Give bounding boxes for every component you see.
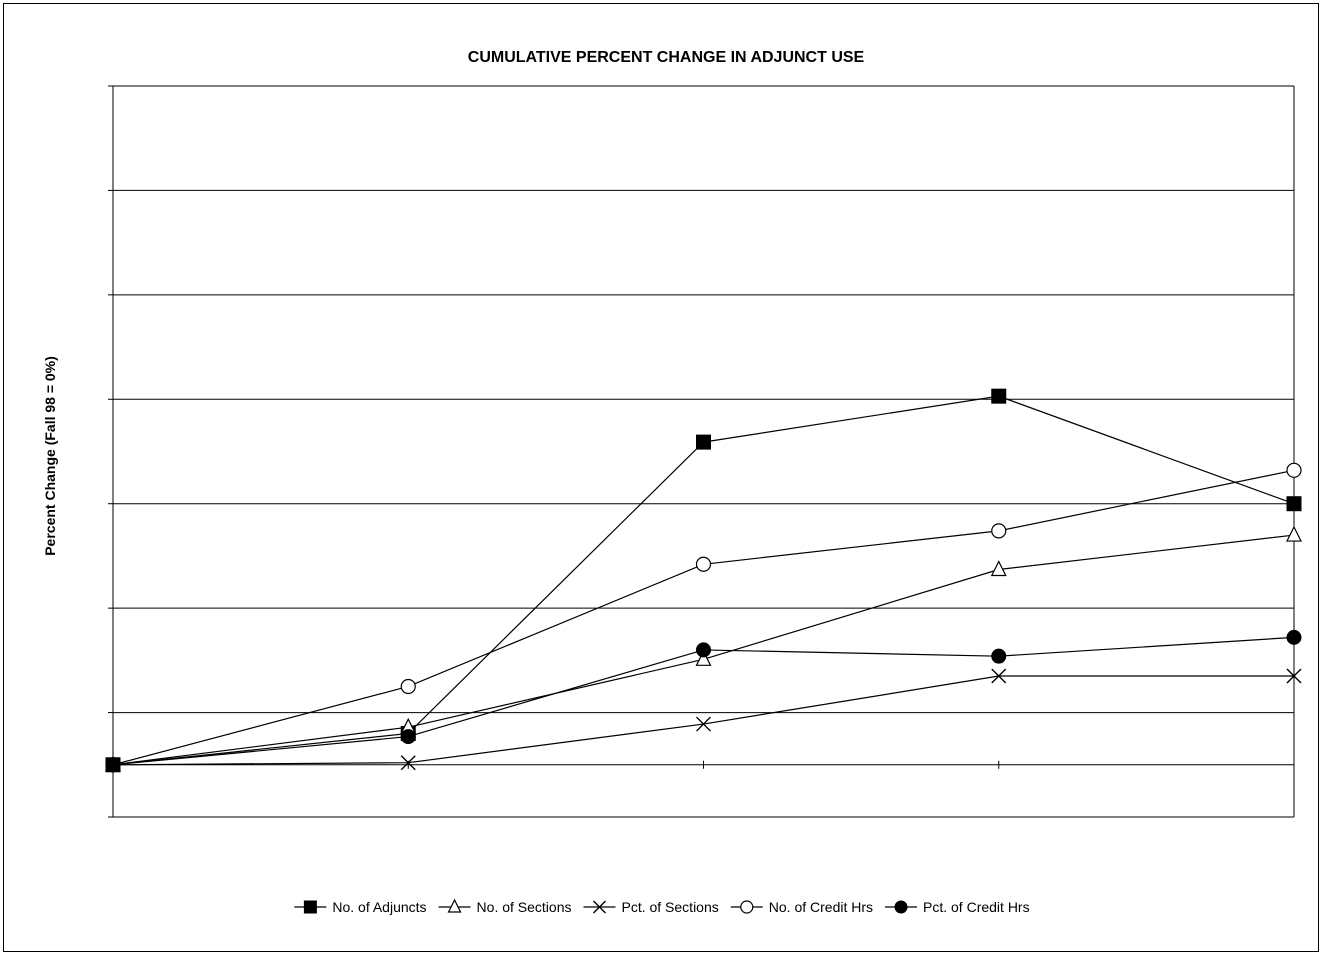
legend-marker-2 xyxy=(592,900,606,914)
y-axis-label: Percent Change (Fall 98 = 0%) xyxy=(42,356,58,556)
series-2-point-1 xyxy=(400,755,416,771)
series-4-point-1 xyxy=(400,729,416,745)
series-1 xyxy=(105,525,1302,772)
legend-marker-4 xyxy=(894,900,908,914)
line-chart: CUMULATIVE PERCENT CHANGE IN ADJUNCT USE… xyxy=(42,49,1302,915)
series-1-point-4 xyxy=(1286,525,1302,542)
series-3-point-1 xyxy=(400,678,416,695)
series-0 xyxy=(105,388,1302,773)
series-3-line xyxy=(112,469,1295,766)
legend-item-1 xyxy=(438,898,471,913)
legend-label-1: No. of Sections xyxy=(477,899,572,915)
series-4-point-3 xyxy=(991,648,1007,664)
series-1-point-3 xyxy=(990,560,1007,577)
legend-marker-1 xyxy=(447,898,462,913)
y-axis-ticks xyxy=(108,85,113,818)
series-2-line xyxy=(112,675,1294,766)
legend-marker-2-stroke-b xyxy=(592,900,606,914)
legend-item-0 xyxy=(294,900,327,914)
series-2-point-4-stroke-b xyxy=(1286,668,1302,684)
series-2 xyxy=(105,668,1302,773)
series-0-line xyxy=(112,395,1295,766)
legend-label-2: Pct. of Sections xyxy=(621,899,718,915)
series-1-point-2 xyxy=(695,649,712,666)
series-4 xyxy=(105,629,1302,773)
series-group xyxy=(105,388,1302,773)
series-0-point-3 xyxy=(991,388,1007,404)
series-2-point-2-stroke-b xyxy=(696,716,711,732)
legend-marker-0 xyxy=(303,900,317,914)
legend-label-4: Pct. of Credit Hrs xyxy=(923,899,1030,915)
legend-item-2 xyxy=(583,900,616,914)
series-3-point-4 xyxy=(1286,462,1302,478)
series-2-point-1-stroke-b xyxy=(400,755,416,771)
chart-frame: CUMULATIVE PERCENT CHANGE IN ADJUNCT USE… xyxy=(3,3,1319,952)
legend: No. of Adjuncts No. of Sections Pct. of Se… xyxy=(294,898,1030,915)
grid xyxy=(113,85,1294,714)
legend-label-0: No. of Adjuncts xyxy=(332,899,426,915)
series-2-point-3-stroke-b xyxy=(991,668,1007,684)
series-3 xyxy=(105,462,1302,773)
series-0-point-2 xyxy=(696,434,711,450)
series-2-point-4 xyxy=(1286,668,1302,684)
legend-item-4 xyxy=(885,900,918,914)
axes xyxy=(112,86,1295,818)
legend-label-3: No. of Credit Hrs xyxy=(769,899,873,915)
series-4-point-4 xyxy=(1286,629,1302,645)
series-2-point-3 xyxy=(991,668,1007,684)
series-2-point-2 xyxy=(696,716,711,732)
series-3-point-3 xyxy=(991,523,1007,539)
legend-marker-3 xyxy=(740,900,754,914)
series-3-point-2 xyxy=(695,556,712,572)
chart-title: CUMULATIVE PERCENT CHANGE IN ADJUNCT USE xyxy=(468,49,865,66)
series-4-point-0 xyxy=(105,757,121,773)
series-4-point-2 xyxy=(696,642,711,658)
series-0-point-4 xyxy=(1286,496,1302,512)
legend-item-3 xyxy=(730,900,763,914)
